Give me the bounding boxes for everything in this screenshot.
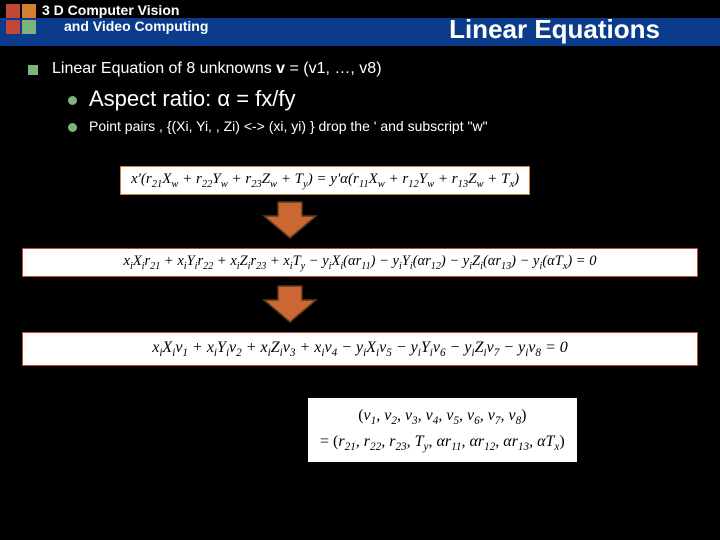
equation-1: x'(r21Xw + r22Yw + r23Zw + Ty) = y'α(r11… (120, 166, 530, 195)
header-text: 3 D Computer Vision and Video Computing (42, 2, 208, 34)
sub-bullet-row-2: Point pairs , {(Xi, Yi, , Zi) <-> (xi, y… (68, 118, 692, 134)
sub-bullet-text-2: Point pairs , {(Xi, Yi, , Zi) <-> (xi, y… (89, 118, 488, 134)
circle-bullet-icon (68, 96, 77, 105)
main-bullet-row: Linear Equation of 8 unknowns v = (v1, …… (28, 60, 692, 78)
circle-bullet-icon (68, 123, 77, 132)
content-area: Linear Equation of 8 unknowns v = (v1, …… (0, 60, 720, 140)
down-arrow-icon (260, 284, 320, 324)
equation-2: xiXir21 + xiYir22 + xiZir23 + xiTy − yiX… (22, 248, 698, 277)
slide-title: Linear Equations (449, 14, 660, 45)
main-bullet-text: Linear Equation of 8 unknowns v = (v1, …… (52, 60, 382, 78)
logo-square-3 (6, 20, 20, 34)
logo-square-1 (6, 4, 20, 18)
logo-square-4 (22, 20, 36, 34)
logo-square-2 (22, 4, 36, 18)
header-line2: and Video Computing (64, 18, 208, 34)
header-line1: 3 D Computer Vision (42, 2, 208, 18)
equation-4: (v1, v2, v3, v4, v5, v6, v7, v8) = (r21,… (308, 398, 577, 462)
equation-3: xiXiv1 + xiYiv2 + xiZiv3 + xiv4 − yiXiv5… (22, 332, 698, 366)
square-bullet-icon (28, 65, 38, 75)
down-arrow-icon (260, 200, 320, 240)
logo-squares (6, 4, 36, 34)
sub-bullet-row-1: Aspect ratio: α = fx/fy (68, 86, 692, 112)
slide-header: 3 D Computer Vision and Video Computing … (0, 0, 720, 48)
sub-bullet-text-1: Aspect ratio: α = fx/fy (89, 86, 296, 112)
